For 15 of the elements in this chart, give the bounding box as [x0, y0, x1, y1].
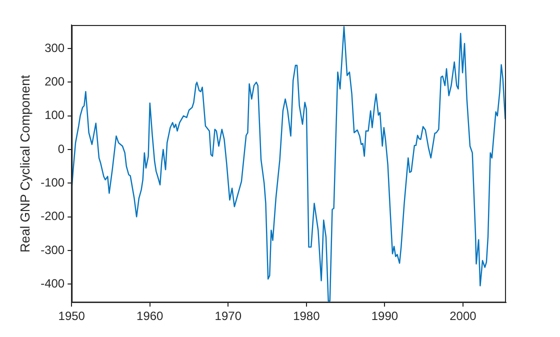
y-tick-label: 100 — [44, 108, 65, 122]
x-tick-label: 2000 — [450, 309, 477, 324]
y-tick-label: -300 — [40, 242, 65, 257]
y-tick-label: 300 — [44, 40, 65, 55]
x-tick-label: 1960 — [136, 309, 164, 324]
x-tick-label: 1970 — [214, 309, 242, 324]
x-tick-label: 1950 — [58, 309, 86, 324]
x-tick-label: 1990 — [371, 309, 398, 324]
y-axis-title: Real GNP Cyclical Component — [17, 74, 32, 253]
x-tick-label: 1980 — [293, 309, 320, 324]
y-tick-label: 200 — [44, 74, 65, 89]
y-tick-label: 0 — [58, 142, 65, 156]
y-tick-label: -400 — [40, 276, 65, 290]
y-tick-label: -100 — [40, 175, 65, 190]
y-tick-label: -200 — [40, 209, 65, 224]
